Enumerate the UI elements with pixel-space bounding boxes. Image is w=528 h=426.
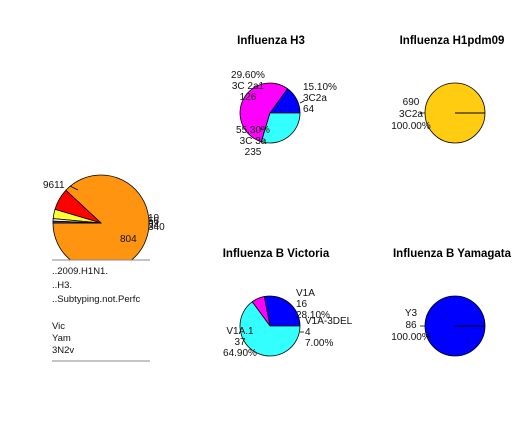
- pie-title: Influenza H1pdm09: [400, 35, 505, 47]
- pie-slice: [52, 174, 150, 260]
- label-leader-line: [69, 185, 79, 191]
- pie-slice-label: Y3 86 100.00%: [391, 308, 431, 343]
- pie-title: Influenza H3: [237, 35, 305, 47]
- pie-slice: [260, 112, 301, 144]
- pie-slice-label: 29.60% 3C 2a1 126: [231, 70, 265, 103]
- overview-legend: ..2009.H1N1. ..H3. ..Subtyping.not.Perfc…: [52, 266, 150, 362]
- pie-influenza-h3: Influenza H3 15.10% 3C2a 64 55.30% 3C 3a 235 2…: [231, 35, 337, 158]
- legend-entry: ..2009.H1N1.: [52, 266, 108, 277]
- pie-title: Influenza B Yamagata: [393, 248, 512, 260]
- pie-slice-label: V1A-3DEL 4 7.00%: [305, 316, 353, 349]
- legend-entry: Vic: [52, 321, 65, 332]
- pie-influenza-h1pdm09: Influenza H1pdm09 690 3C2a 100.00%: [391, 35, 505, 144]
- pie-influenza-b-victoria: Influenza B Victoria V1A 16 28.10%V1A-3DEL…: [223, 248, 353, 359]
- pie-slice-label: 10: [148, 213, 160, 224]
- legend-entry: Yam: [52, 333, 71, 344]
- pie-slice-label: 55.30% 3C 3a 235: [236, 125, 270, 158]
- pie-influenza-b-yamagata: Influenza B Yamagata Y3 86 100.00%: [391, 248, 512, 357]
- pie-slice-label: 340: [148, 222, 165, 233]
- pie-slice-label: 56: [148, 216, 160, 227]
- pie-slice-label: 690 3C2a 100.00%: [391, 97, 431, 132]
- legend-entry: ..H3.: [52, 280, 72, 291]
- pie-slice-label: V1A.1 37 64.90%: [223, 326, 257, 359]
- pie-slice: [263, 295, 301, 327]
- pie-slice-label: 15.10% 3C2a 64: [303, 82, 337, 115]
- pie-slice: [239, 301, 301, 357]
- label-leader-line: [299, 100, 305, 104]
- label-leader-line: [259, 127, 263, 131]
- pie-title: Influenza B Victoria: [223, 248, 330, 260]
- pie-slice-label: 9611: [43, 180, 65, 191]
- pie-slice-label: V1A 16 28.10%: [296, 288, 330, 321]
- pie-slice: [239, 82, 289, 143]
- pie-slice-label: 804: [120, 234, 137, 245]
- legend-entry: 3N2v: [52, 345, 74, 356]
- legend-entry: ..Subtyping.not.Perfc: [52, 294, 140, 305]
- pie-slice-label: 94: [148, 220, 160, 231]
